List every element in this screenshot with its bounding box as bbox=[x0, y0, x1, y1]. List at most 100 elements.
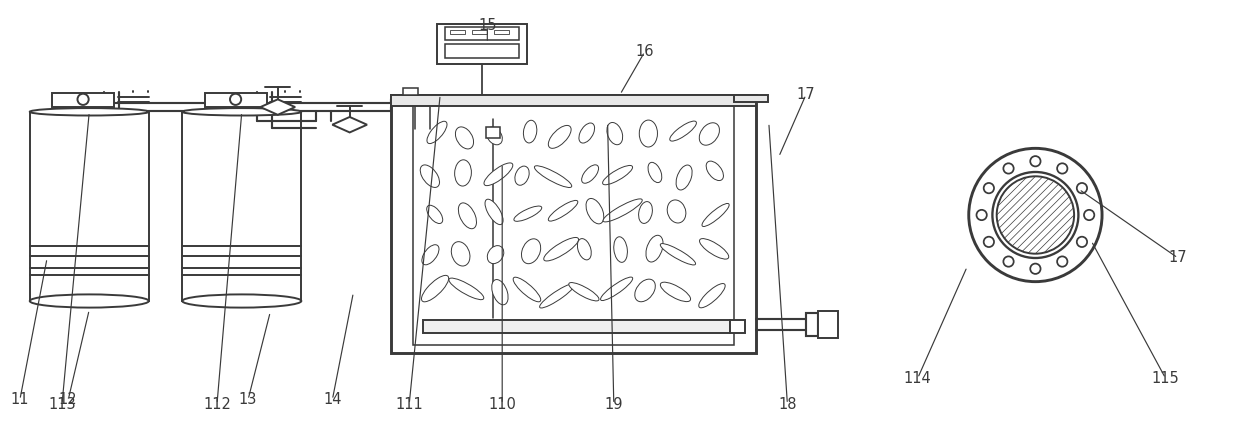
Ellipse shape bbox=[983, 237, 994, 247]
Text: 18: 18 bbox=[779, 397, 796, 412]
Text: 14: 14 bbox=[324, 393, 341, 407]
Bar bbox=[205, 93, 267, 107]
Ellipse shape bbox=[422, 275, 449, 302]
Ellipse shape bbox=[182, 108, 301, 116]
Ellipse shape bbox=[670, 121, 697, 141]
Bar bbox=[495, 30, 510, 34]
Bar bbox=[423, 320, 730, 333]
Ellipse shape bbox=[569, 283, 599, 301]
Ellipse shape bbox=[660, 243, 696, 265]
Bar bbox=[30, 112, 149, 301]
Ellipse shape bbox=[548, 200, 578, 221]
Bar bbox=[445, 27, 520, 40]
Ellipse shape bbox=[486, 127, 502, 145]
Ellipse shape bbox=[992, 172, 1079, 258]
Ellipse shape bbox=[427, 205, 443, 224]
Ellipse shape bbox=[1084, 210, 1095, 220]
Ellipse shape bbox=[976, 210, 987, 220]
Ellipse shape bbox=[492, 280, 508, 305]
Ellipse shape bbox=[513, 277, 541, 302]
Ellipse shape bbox=[702, 203, 729, 227]
Ellipse shape bbox=[522, 239, 541, 264]
Ellipse shape bbox=[600, 277, 632, 301]
Ellipse shape bbox=[427, 121, 446, 144]
Text: 19: 19 bbox=[605, 397, 622, 412]
Ellipse shape bbox=[1058, 256, 1068, 267]
Bar bbox=[734, 95, 768, 102]
Ellipse shape bbox=[582, 165, 599, 183]
Ellipse shape bbox=[579, 123, 595, 143]
Ellipse shape bbox=[451, 242, 470, 266]
Ellipse shape bbox=[487, 246, 503, 264]
Ellipse shape bbox=[676, 165, 692, 190]
Ellipse shape bbox=[983, 183, 994, 194]
Ellipse shape bbox=[485, 199, 503, 224]
Ellipse shape bbox=[661, 282, 691, 301]
Ellipse shape bbox=[513, 206, 542, 221]
Bar bbox=[52, 93, 114, 107]
Ellipse shape bbox=[420, 165, 439, 187]
Text: 114: 114 bbox=[904, 371, 931, 386]
Ellipse shape bbox=[1058, 163, 1068, 174]
Ellipse shape bbox=[459, 203, 476, 229]
Bar bbox=[413, 102, 734, 345]
Text: 16: 16 bbox=[636, 44, 653, 59]
Bar bbox=[730, 320, 745, 333]
Text: 111: 111 bbox=[396, 397, 423, 412]
Bar bbox=[806, 313, 818, 336]
Ellipse shape bbox=[534, 166, 572, 187]
Ellipse shape bbox=[614, 237, 627, 262]
Bar bbox=[403, 88, 418, 95]
Bar bbox=[450, 30, 465, 34]
Ellipse shape bbox=[603, 199, 642, 222]
Ellipse shape bbox=[1030, 156, 1040, 166]
Bar bbox=[472, 30, 487, 34]
Ellipse shape bbox=[77, 94, 89, 105]
Text: 113: 113 bbox=[48, 397, 76, 412]
Ellipse shape bbox=[699, 239, 729, 259]
Ellipse shape bbox=[640, 120, 657, 147]
Ellipse shape bbox=[539, 284, 574, 308]
Bar bbox=[486, 127, 501, 138]
Text: 13: 13 bbox=[239, 393, 257, 407]
Ellipse shape bbox=[422, 245, 439, 265]
Ellipse shape bbox=[1076, 183, 1087, 194]
Ellipse shape bbox=[449, 278, 484, 300]
Text: 17: 17 bbox=[796, 87, 816, 102]
Bar bbox=[182, 112, 301, 301]
Ellipse shape bbox=[515, 166, 529, 185]
Ellipse shape bbox=[578, 239, 591, 260]
Ellipse shape bbox=[635, 279, 655, 302]
Ellipse shape bbox=[1076, 237, 1087, 247]
Ellipse shape bbox=[646, 235, 663, 262]
Ellipse shape bbox=[667, 200, 686, 223]
Ellipse shape bbox=[30, 295, 149, 307]
Ellipse shape bbox=[606, 123, 622, 145]
Ellipse shape bbox=[455, 160, 471, 186]
Ellipse shape bbox=[229, 94, 242, 105]
Text: 15: 15 bbox=[479, 18, 496, 33]
Polygon shape bbox=[332, 117, 367, 132]
Bar bbox=[818, 311, 838, 338]
Ellipse shape bbox=[706, 161, 723, 181]
Ellipse shape bbox=[699, 283, 725, 308]
Ellipse shape bbox=[699, 123, 719, 145]
Ellipse shape bbox=[649, 163, 662, 183]
Ellipse shape bbox=[1030, 264, 1040, 274]
Ellipse shape bbox=[968, 148, 1102, 282]
Ellipse shape bbox=[543, 237, 579, 261]
Ellipse shape bbox=[484, 163, 513, 186]
Text: 110: 110 bbox=[489, 397, 516, 412]
Ellipse shape bbox=[587, 199, 604, 224]
Bar bbox=[438, 24, 527, 64]
Ellipse shape bbox=[455, 127, 474, 149]
Text: 12: 12 bbox=[58, 393, 78, 407]
Text: 115: 115 bbox=[1152, 371, 1179, 386]
Ellipse shape bbox=[182, 295, 301, 307]
Text: 17: 17 bbox=[1168, 251, 1188, 265]
Text: 11: 11 bbox=[11, 393, 29, 407]
Ellipse shape bbox=[548, 126, 572, 148]
Ellipse shape bbox=[523, 120, 537, 143]
Ellipse shape bbox=[30, 108, 149, 116]
Ellipse shape bbox=[603, 166, 632, 185]
